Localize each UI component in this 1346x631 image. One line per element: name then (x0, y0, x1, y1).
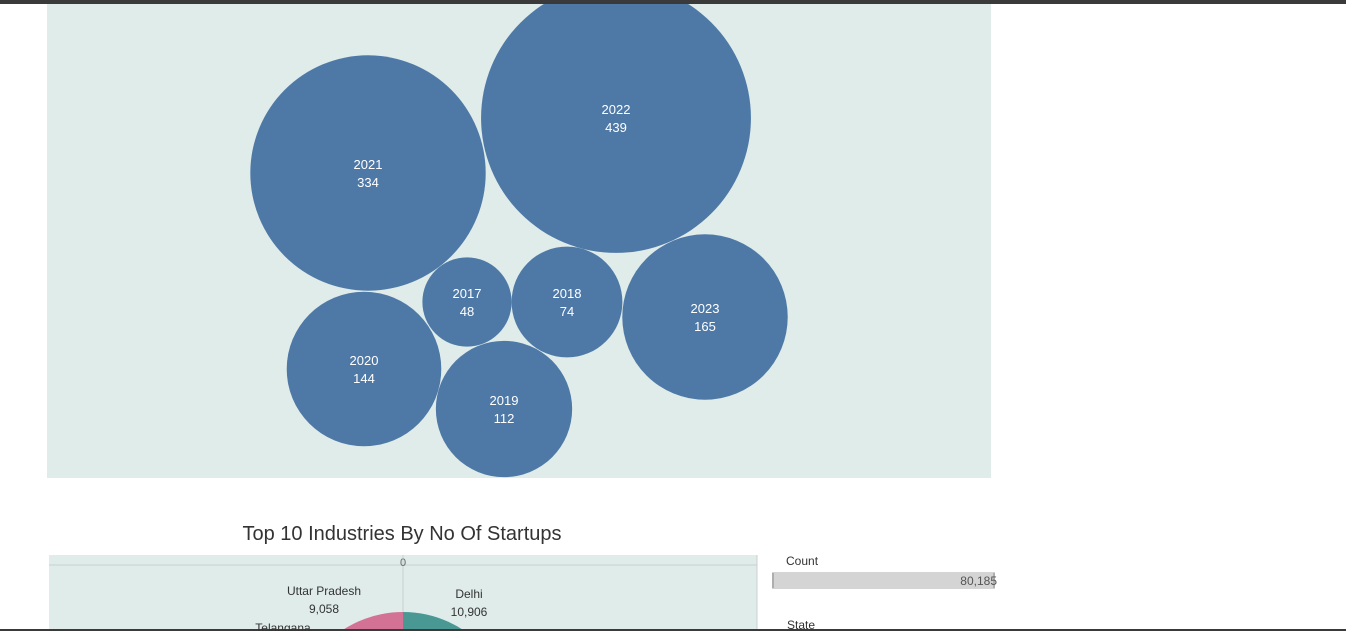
pie-slice (341, 612, 403, 631)
slice-value-label: 10,906 (451, 605, 488, 619)
bubble-group: 2017 48 2018 74 2019 112 2020 144 2021 334 2022 439… (250, 4, 788, 478)
size-legend-bar (772, 572, 995, 589)
slice-label: Uttar Pradesh (287, 584, 361, 598)
window-top-bar (0, 0, 1346, 4)
bubble-value-label: 165 (694, 319, 716, 334)
bubble (435, 340, 573, 478)
slice-label: Telangana (255, 621, 311, 631)
bubble-value-label: 439 (605, 120, 627, 135)
bubble (250, 55, 486, 291)
bubble-value-label: 112 (494, 411, 515, 426)
pie-title: Top 10 Industries By No Of Startups (242, 523, 561, 545)
slice-label: Delhi (455, 587, 482, 601)
bubble (422, 257, 512, 347)
bubble (286, 291, 442, 447)
angle-tick-label: 0 (400, 557, 406, 569)
pie-slice (403, 612, 465, 631)
size-legend-max-label: 80,185 (960, 574, 997, 588)
bubble-year-label: 2023 (691, 301, 720, 316)
bubble (622, 234, 788, 400)
color-legend-title: State (787, 618, 815, 631)
bubble-value-label: 48 (460, 304, 474, 319)
bubble-value-label: 334 (357, 175, 379, 190)
bubble-year-label: 2021 (354, 157, 383, 172)
bubble-year-label: 2020 (350, 353, 379, 368)
window-bottom-bar (0, 629, 1346, 631)
bubble-year-label: 2018 (553, 286, 582, 301)
size-legend-title: Count (786, 554, 819, 568)
pie-group (341, 555, 465, 631)
bubble-year-label: 2022 (602, 102, 631, 117)
bubble-value-label: 144 (353, 371, 375, 386)
bubble (511, 246, 623, 358)
bubble-year-label: 2017 (453, 286, 482, 301)
bubble-year-label: 2019 (490, 393, 519, 408)
slice-value-label: 9,058 (309, 602, 339, 616)
bubble (481, 4, 751, 253)
bubble-value-label: 74 (560, 304, 574, 319)
